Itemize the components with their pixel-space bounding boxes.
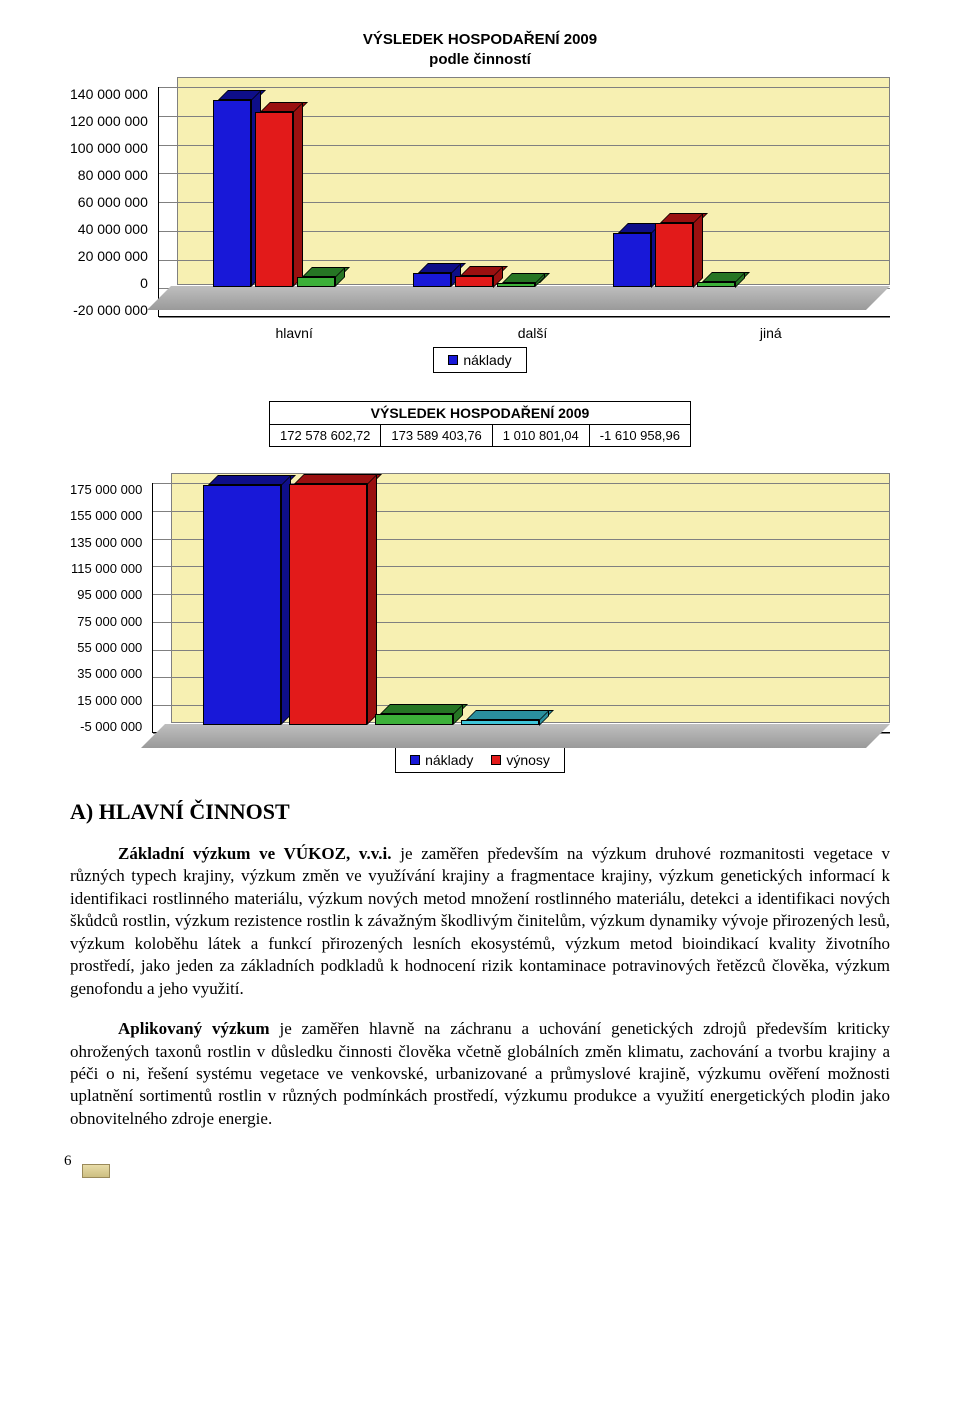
section-heading: A) HLAVNÍ ČINNOST	[70, 799, 890, 825]
chart2-ytick: 115 000 000	[71, 562, 142, 575]
chart1-bar	[255, 112, 293, 287]
chart1-bar	[297, 277, 335, 287]
chart2-ytick: 175 000 000	[70, 483, 142, 496]
chart1-title-line2: podle činností	[429, 51, 531, 68]
chart1-bar	[455, 276, 493, 288]
chart1-plot	[158, 87, 890, 317]
chart1-ytick: -20 000 000	[73, 303, 148, 317]
chart2-bar	[289, 484, 367, 725]
chart2-ytick: -5 000 000	[80, 720, 142, 733]
chart1-ytick: 100 000 000	[70, 141, 148, 155]
chart1-ytick: 80 000 000	[78, 168, 148, 182]
chart1-bar-group	[413, 273, 535, 287]
chart2-ytick: 35 000 000	[77, 667, 142, 680]
para1-lead: Základní výzkum ve VÚKOZ, v.v.i.	[118, 844, 392, 863]
chart1-ytick: 0	[140, 276, 148, 290]
chart2-y-axis: 175 000 000 155 000 000 135 000 000 115 000…	[70, 483, 152, 733]
chart1-y-axis: 140 000 000 120 000 000 100 000 000 80 000 …	[70, 87, 158, 317]
chart1-bar-group	[613, 223, 735, 288]
chart1-xlabel: jiná	[652, 325, 890, 341]
chart2-bar	[461, 720, 539, 726]
chart1-ytick: 60 000 000	[78, 195, 148, 209]
summary-table: VÝSLEDEK HOSPODAŘENÍ 2009 172 578 602,72…	[269, 401, 691, 447]
chart2-legend-label: výnosy	[506, 752, 550, 768]
chart2-legend-item: náklady	[410, 752, 473, 768]
chart2-legend: náklady výnosy	[395, 747, 565, 773]
page-tab-decoration	[82, 1164, 110, 1178]
chart2-ytick: 55 000 000	[77, 641, 142, 654]
chart1-ytick: 20 000 000	[78, 249, 148, 263]
chart1-bar	[613, 233, 651, 288]
chart2-bar-group	[203, 484, 539, 725]
chart1-title: VÝSLEDEK HOSPODAŘENÍ 2009 podle činností	[70, 30, 890, 69]
summary-cell: 1 010 801,04	[492, 425, 589, 447]
chart1-x-labels: hlavnídalšíjiná	[70, 325, 890, 341]
para1-rest: je zaměřen především na výzkum druhové r…	[70, 844, 890, 998]
chart1-ytick: 140 000 000	[70, 87, 148, 101]
chart2-ytick: 15 000 000	[77, 694, 142, 707]
chart1-bar	[413, 273, 451, 287]
chart1-bar	[655, 223, 693, 288]
chart1-bar	[497, 283, 535, 287]
chart2-ytick: 75 000 000	[77, 615, 142, 628]
chart1-container: VÝSLEDEK HOSPODAŘENÍ 2009 podle činností…	[70, 30, 890, 373]
chart1-bar	[697, 282, 735, 288]
legend-swatch	[410, 755, 420, 765]
legend-swatch	[491, 755, 501, 765]
chart2-legend-label: náklady	[425, 752, 473, 768]
paragraph-2: Aplikovaný výzkum je zaměřen hlavně na z…	[70, 1018, 890, 1130]
para2-lead: Aplikovaný výzkum	[118, 1019, 270, 1038]
chart2-ytick: 135 000 000	[70, 536, 142, 549]
chart2-bar	[203, 485, 281, 725]
chart2-ytick: 95 000 000	[77, 588, 142, 601]
summary-cell: 172 578 602,72	[270, 425, 381, 447]
paragraph-1: Základní výzkum ve VÚKOZ, v.v.i. je zamě…	[70, 843, 890, 1000]
chart2-legend-item: výnosy	[491, 752, 550, 768]
chart1-ytick: 40 000 000	[78, 222, 148, 236]
chart1-ytick: 120 000 000	[70, 114, 148, 128]
chart1-bar-group	[213, 100, 335, 287]
chart2-plot	[152, 483, 890, 733]
legend-swatch-naklady	[448, 355, 458, 365]
chart2-container: 175 000 000 155 000 000 135 000 000 115 000…	[70, 483, 890, 773]
chart1-bar	[213, 100, 251, 287]
chart1-xlabel: další	[413, 325, 651, 341]
summary-cell: 173 589 403,76	[381, 425, 492, 447]
chart1-legend: náklady	[433, 347, 526, 373]
chart1-xlabel: hlavní	[175, 325, 413, 341]
page-number: 6	[64, 1153, 72, 1170]
chart1-legend-label: náklady	[463, 352, 511, 368]
chart1-title-line1: VÝSLEDEK HOSPODAŘENÍ 2009	[363, 31, 597, 48]
chart2-ytick: 155 000 000	[70, 509, 142, 522]
summary-table-header: VÝSLEDEK HOSPODAŘENÍ 2009	[270, 402, 691, 425]
summary-cell: -1 610 958,96	[589, 425, 690, 447]
chart2-bar	[375, 714, 453, 725]
